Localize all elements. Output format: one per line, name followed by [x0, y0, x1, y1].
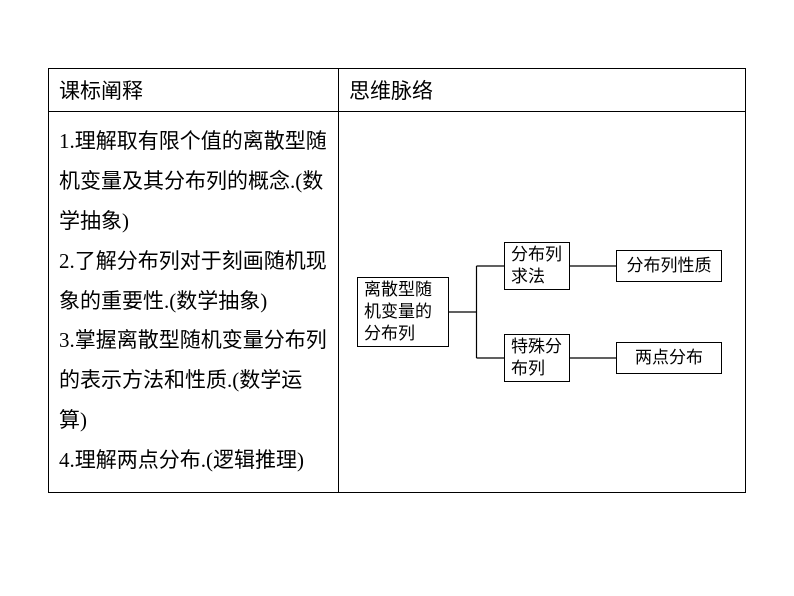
header-left: 课标阐释	[49, 69, 339, 112]
objectives-cell: 1.理解取有限个值的离散型随机变量及其分布列的概念.(数学抽象) 2.了解分布列…	[49, 112, 339, 493]
concept-diagram: 离散型随机变量的分布列 分布列求法特殊分布列 分布列性质两点分布	[349, 122, 729, 482]
diagram-node-root: 离散型随机变量的分布列	[357, 277, 449, 347]
objective-item: 3.掌握离散型随机变量分布列的表示方法和性质.(数学运算)	[59, 321, 328, 441]
diagram-node-leaf2: 两点分布	[616, 342, 722, 374]
content-table: 课标阐释 思维脉络 1.理解取有限个值的离散型随机变量及其分布列的概念.(数学抽…	[48, 68, 746, 493]
header-right: 思维脉络	[339, 69, 746, 112]
objective-item: 2.了解分布列对于刻画随机现象的重要性.(数学抽象)	[59, 242, 328, 322]
diagram-node-n2: 特殊分布列	[504, 334, 570, 382]
objective-item: 4.理解两点分布.(逻辑推理)	[59, 441, 328, 481]
objective-item: 1.理解取有限个值的离散型随机变量及其分布列的概念.(数学抽象)	[59, 122, 328, 242]
diagram-node-n1: 分布列求法	[504, 242, 570, 290]
diagram-node-leaf1: 分布列性质	[616, 250, 722, 282]
diagram-cell: 离散型随机变量的分布列 分布列求法特殊分布列 分布列性质两点分布	[339, 112, 746, 493]
